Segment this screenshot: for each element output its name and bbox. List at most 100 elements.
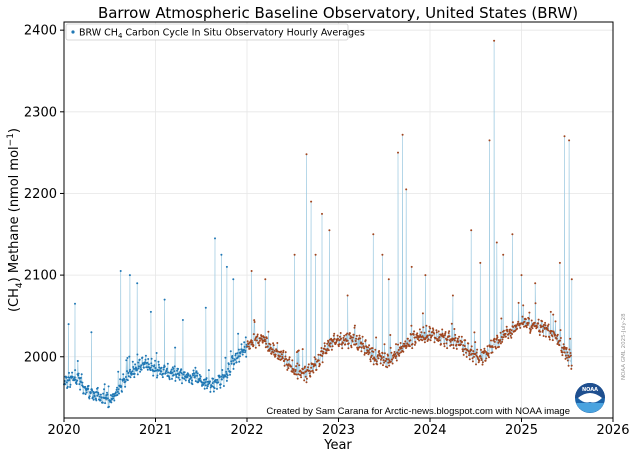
data-point bbox=[129, 368, 132, 371]
data-point bbox=[177, 376, 180, 379]
data-point bbox=[126, 357, 129, 359]
legend-marker bbox=[71, 30, 75, 34]
data-point bbox=[243, 345, 246, 348]
data-point bbox=[389, 346, 392, 349]
data-point bbox=[293, 253, 296, 256]
data-point bbox=[246, 345, 249, 348]
data-point bbox=[504, 335, 507, 338]
data-point bbox=[124, 385, 127, 388]
data-point bbox=[360, 341, 363, 344]
data-point bbox=[455, 347, 458, 350]
data-point bbox=[442, 334, 445, 337]
data-point bbox=[568, 348, 571, 351]
data-point bbox=[543, 327, 546, 330]
data-point bbox=[468, 352, 471, 355]
data-point bbox=[546, 325, 549, 327]
data-point bbox=[529, 331, 532, 334]
data-point bbox=[181, 319, 184, 321]
data-point bbox=[113, 393, 115, 395]
data-point bbox=[178, 374, 181, 376]
data-point bbox=[91, 389, 94, 392]
chart-title: Barrow Atmospheric Baseline Observatory,… bbox=[98, 4, 578, 22]
data-point bbox=[256, 335, 259, 338]
data-point bbox=[212, 390, 215, 393]
data-point bbox=[146, 361, 149, 364]
data-point bbox=[421, 335, 424, 338]
data-point bbox=[141, 356, 144, 359]
data-point bbox=[325, 352, 328, 355]
data-point bbox=[296, 377, 299, 380]
data-point bbox=[359, 337, 362, 340]
data-point bbox=[221, 369, 224, 371]
data-point bbox=[402, 350, 405, 353]
data-point bbox=[154, 367, 157, 369]
data-point bbox=[486, 345, 489, 348]
data-point bbox=[328, 229, 331, 232]
data-point bbox=[501, 338, 504, 341]
data-point bbox=[277, 350, 280, 353]
data-point bbox=[403, 342, 406, 345]
data-point bbox=[282, 349, 285, 352]
data-point bbox=[309, 370, 312, 373]
data-point bbox=[347, 342, 350, 345]
data-point bbox=[90, 331, 93, 334]
y-tick-label: 2200 bbox=[24, 187, 57, 202]
data-point bbox=[367, 349, 370, 352]
data-point bbox=[300, 376, 303, 379]
data-point bbox=[362, 342, 364, 345]
data-point bbox=[190, 376, 193, 379]
data-point bbox=[433, 341, 436, 344]
data-point bbox=[399, 342, 402, 344]
data-point bbox=[199, 377, 201, 380]
data-point bbox=[305, 370, 308, 373]
data-point bbox=[314, 358, 317, 361]
data-point bbox=[181, 382, 183, 385]
data-point bbox=[409, 339, 412, 342]
data-point bbox=[192, 374, 195, 377]
data-point bbox=[273, 349, 276, 352]
data-point bbox=[368, 348, 371, 351]
data-point bbox=[418, 328, 421, 331]
data-point bbox=[177, 367, 180, 370]
data-point bbox=[209, 390, 212, 393]
data-point bbox=[556, 333, 559, 336]
data-point bbox=[329, 345, 332, 348]
data-point bbox=[266, 345, 269, 348]
data-point bbox=[499, 339, 502, 342]
data-point bbox=[290, 365, 293, 368]
data-point bbox=[283, 364, 286, 367]
data-point bbox=[426, 340, 429, 342]
data-point bbox=[157, 363, 160, 366]
data-point bbox=[340, 337, 343, 340]
data-point bbox=[249, 347, 251, 350]
data-point bbox=[450, 343, 453, 346]
data-point bbox=[401, 133, 404, 136]
data-point bbox=[225, 265, 228, 268]
data-point bbox=[216, 378, 219, 381]
data-point bbox=[158, 369, 161, 372]
data-point bbox=[176, 369, 178, 372]
data-point bbox=[116, 394, 119, 396]
data-point bbox=[198, 373, 201, 376]
data-point bbox=[446, 338, 449, 341]
data-point bbox=[234, 358, 236, 361]
data-point bbox=[222, 385, 225, 387]
data-point bbox=[549, 310, 552, 313]
data-point bbox=[204, 381, 207, 384]
data-point bbox=[131, 360, 134, 363]
data-point bbox=[263, 336, 266, 339]
data-point bbox=[374, 348, 377, 351]
data-point bbox=[360, 350, 363, 353]
data-point bbox=[405, 188, 408, 191]
data-point bbox=[506, 330, 509, 333]
data-point bbox=[534, 302, 537, 305]
data-point bbox=[496, 334, 499, 337]
data-point bbox=[126, 379, 129, 382]
data-point bbox=[552, 313, 555, 316]
data-point bbox=[387, 354, 389, 357]
data-point bbox=[295, 373, 298, 376]
data-point bbox=[230, 360, 233, 363]
data-point bbox=[103, 388, 105, 391]
data-point bbox=[325, 349, 328, 352]
data-point bbox=[461, 350, 464, 353]
